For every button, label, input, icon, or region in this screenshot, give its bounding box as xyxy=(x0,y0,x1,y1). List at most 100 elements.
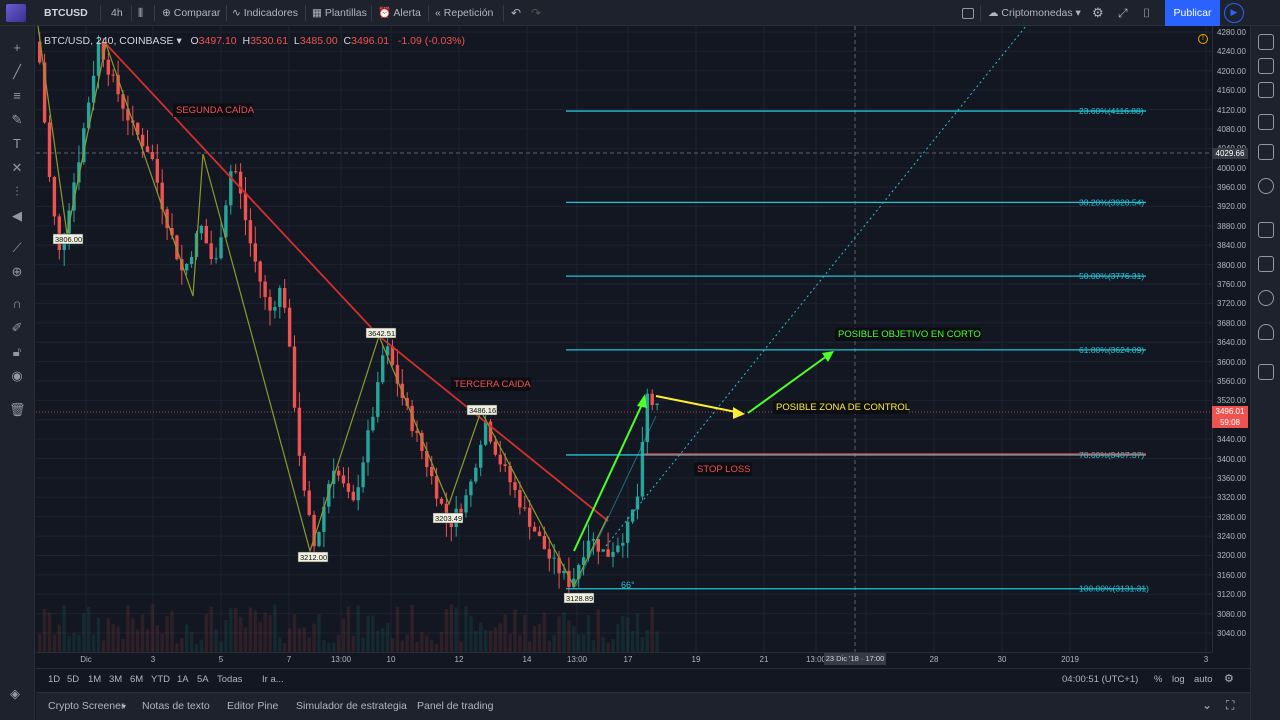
range-all[interactable]: Todas xyxy=(217,674,243,685)
auto-toggle[interactable]: auto xyxy=(1194,674,1213,685)
tab-trading-panel[interactable]: Panel de trading xyxy=(417,700,494,712)
legend-symbol[interactable]: BTC/USD, 240, COINBASE xyxy=(44,35,174,47)
app-logo[interactable] xyxy=(6,4,26,22)
ruler-icon[interactable]: ⟋ xyxy=(12,240,22,255)
candle-body xyxy=(185,263,189,271)
alert-button[interactable]: ⏰ Alerta xyxy=(378,0,421,26)
range-6m[interactable]: 6M xyxy=(130,674,144,685)
range-5a[interactable]: 5A xyxy=(197,674,209,685)
range-1a[interactable]: 1A xyxy=(177,674,189,685)
publish-button[interactable]: Publicar xyxy=(1165,0,1220,26)
lock-icon[interactable]: 🔓︎ xyxy=(12,344,22,359)
note-tercera-caida: TERCERA CAIDA xyxy=(454,379,531,390)
redo-icon[interactable]: ↷ xyxy=(531,6,542,20)
range-5d[interactable]: 5D xyxy=(67,674,80,685)
brush-icon[interactable]: ✎ xyxy=(11,112,23,127)
layers-icon[interactable]: ◈ xyxy=(10,686,20,701)
candle-body xyxy=(248,220,253,244)
range-1m[interactable]: 1M xyxy=(88,674,102,685)
magnet-icon[interactable]: ∩ xyxy=(12,296,22,311)
watchlist-icon[interactable] xyxy=(1258,34,1274,50)
volume-bar xyxy=(596,609,600,652)
candle-body xyxy=(287,307,292,347)
tab-strategy-tester[interactable]: Simulador de estrategia xyxy=(296,700,407,712)
candle-body xyxy=(410,405,414,432)
camera-icon[interactable]: ⌷ xyxy=(1143,6,1151,20)
zoom-icon[interactable]: ⊕ xyxy=(11,264,23,279)
streams-icon[interactable] xyxy=(1258,222,1274,238)
signal-icon[interactable] xyxy=(1258,290,1274,306)
draw-lock-icon[interactable]: ✐ xyxy=(11,320,23,335)
price-axis[interactable]: 4280.00 4240.00 4200.00 4160.00 4120.00 4080.… xyxy=(1212,26,1250,652)
volume-bar xyxy=(621,616,625,652)
interval-select[interactable]: 4h xyxy=(111,7,123,19)
pivot-label-box xyxy=(432,512,464,524)
candle-body xyxy=(214,258,218,260)
crosshair-icon[interactable]: + xyxy=(13,40,21,55)
play-icon[interactable]: ▶ xyxy=(1224,3,1244,23)
candle-body xyxy=(91,75,96,103)
legend-change: -1.09 (-0.03%) xyxy=(397,35,465,47)
chart-style-icon[interactable]: ⫴ xyxy=(138,6,144,20)
volume-bar xyxy=(126,605,130,652)
chat-icon[interactable] xyxy=(1258,256,1274,272)
prediction-icon[interactable]: ⫶ xyxy=(15,184,19,199)
volume-bar xyxy=(101,640,106,652)
gear-icon[interactable]: ⚙ xyxy=(1092,5,1104,20)
trendline-icon[interactable]: ╱ xyxy=(13,64,21,79)
legend-high: 3530.61 xyxy=(250,35,289,47)
symbol-search[interactable]: BTCUSD xyxy=(44,7,88,19)
messages-icon[interactable] xyxy=(1258,364,1274,380)
candle-body xyxy=(101,41,106,60)
divider xyxy=(503,5,504,21)
layout-icon[interactable] xyxy=(962,0,974,26)
time-axis[interactable]: Dic35713:0010121413:0017192113:002628302… xyxy=(36,652,1212,668)
fullscreen-icon[interactable]: ⤢ xyxy=(1118,6,1128,20)
text-icon[interactable]: T xyxy=(13,136,21,151)
range-1d[interactable]: 1D xyxy=(48,674,61,685)
eye-icon[interactable]: ◉ xyxy=(11,368,23,383)
indicators-button[interactable]: ∿ Indicadores xyxy=(232,0,298,26)
calendar-icon[interactable] xyxy=(1258,144,1274,160)
volume-bar xyxy=(317,614,321,652)
trash-icon[interactable]: 🗑︎ xyxy=(9,402,26,417)
volume-bar xyxy=(361,637,365,652)
projection-line xyxy=(605,26,1027,547)
log-toggle[interactable]: log xyxy=(1172,674,1185,685)
pattern-icon[interactable]: ✕ xyxy=(11,160,23,175)
goto-button[interactable]: Ir a... xyxy=(262,674,284,685)
tab-text-notes[interactable]: Notas de texto xyxy=(142,700,210,712)
candle-body xyxy=(234,171,238,173)
chart-canvas[interactable]: 23.60%(4116.88) 38.20%(3928.54) 50.00%(377… xyxy=(36,26,1212,652)
replay-button[interactable]: « Repetición xyxy=(435,0,493,26)
compare-button[interactable]: ⊕ Comparar xyxy=(162,0,220,26)
templates-button[interactable]: ▦ Plantillas xyxy=(312,0,367,26)
alerts-icon[interactable] xyxy=(1258,58,1274,74)
data-window-icon[interactable] xyxy=(1258,82,1274,98)
tab-pine-editor[interactable]: Editor Pine xyxy=(227,700,279,712)
hotlist-icon[interactable] xyxy=(1258,114,1274,130)
fib-level-label: 38.20%(3928.54) xyxy=(1079,197,1144,207)
fib-icon[interactable]: ≡ xyxy=(13,88,21,103)
settings-icon[interactable]: ⚙ xyxy=(1224,673,1234,685)
range-3m[interactable]: 3M xyxy=(109,674,123,685)
watchlist-select[interactable]: ☁ Criptomonedas ▾ xyxy=(988,0,1081,26)
divider xyxy=(226,5,227,21)
volume-bar xyxy=(91,634,96,652)
candle-body xyxy=(581,557,586,566)
collapse-icon[interactable]: ⌄ xyxy=(1202,698,1213,712)
undo-icon[interactable]: ↶ xyxy=(511,6,522,20)
chevron-down-icon[interactable]: ▾ xyxy=(122,702,127,711)
percent-toggle[interactable]: % xyxy=(1154,674,1163,685)
maximize-icon[interactable]: ⛶ xyxy=(1226,698,1235,712)
idea-icon[interactable] xyxy=(1258,178,1274,194)
range-ytd[interactable]: YTD xyxy=(151,674,170,685)
candle-body xyxy=(155,159,159,183)
volume-bar xyxy=(552,634,556,652)
notifications-icon[interactable] xyxy=(1258,324,1274,340)
tab-crypto-screener[interactable]: Crypto Screener xyxy=(48,700,125,712)
alert-status-icon[interactable]: ! xyxy=(1198,34,1208,44)
chart-pane[interactable]: 23.60%(4116.88) 38.20%(3928.54) 50.00%(377… xyxy=(36,26,1212,652)
candle-body xyxy=(645,393,649,443)
back-arrow-icon[interactable]: ◀ xyxy=(12,208,22,223)
